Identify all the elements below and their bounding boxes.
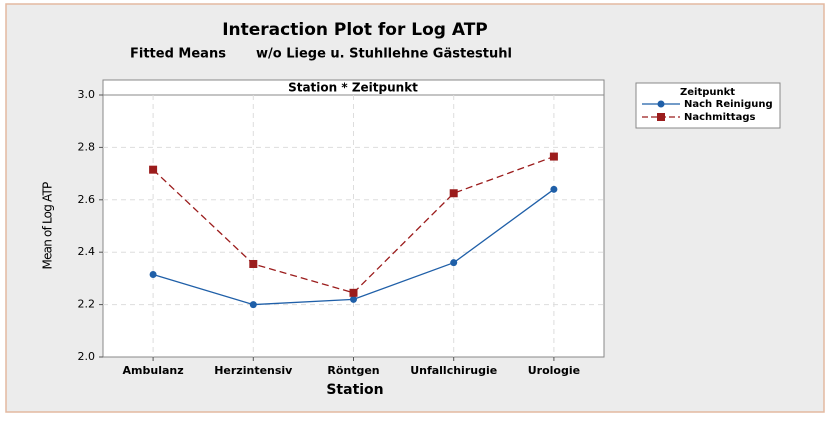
y-tick-label: 2.8 [78, 140, 96, 153]
marker [657, 100, 665, 108]
marker [550, 185, 558, 193]
x-tick-label: Herzintensiv [214, 364, 293, 377]
series-line [152, 155, 555, 294]
marker [149, 270, 157, 278]
chart-title: Interaction Plot for Log ATP [222, 20, 488, 40]
marker [449, 189, 458, 198]
y-tick-label: 2.4 [78, 245, 96, 258]
marker [350, 295, 357, 303]
marker [657, 113, 665, 121]
marker [149, 165, 158, 174]
y-tick-label: 2.2 [78, 298, 96, 311]
x-axis-label: Station [326, 382, 383, 398]
marker [349, 288, 358, 297]
x-tick-label: Röntgen [327, 364, 379, 377]
y-tick-label: 2.0 [78, 350, 96, 363]
x-tick-label: Urologie [528, 364, 580, 377]
subtitle: w/o Liege u. Stuhllehne Gästestuhl [256, 47, 512, 62]
marker [450, 259, 458, 267]
legend-label: Nach Reinigung [684, 99, 773, 110]
y-tick-label: 3.0 [78, 88, 96, 101]
subtitle: Fitted Means [130, 47, 226, 62]
x-tick-label: Unfallchirugie [410, 364, 497, 377]
y-axis-label: Mean of Log ATP [41, 182, 55, 270]
x-tick-label: Ambulanz [123, 364, 184, 377]
marker [549, 152, 558, 161]
marker [249, 259, 258, 268]
marker [249, 301, 257, 309]
legend-title: Zeitpunkt [680, 87, 735, 98]
y-tick-label: 2.6 [78, 193, 96, 206]
panel-label: Station * Zeitpunkt [288, 81, 418, 95]
legend-label: Nachmittags [684, 112, 755, 123]
